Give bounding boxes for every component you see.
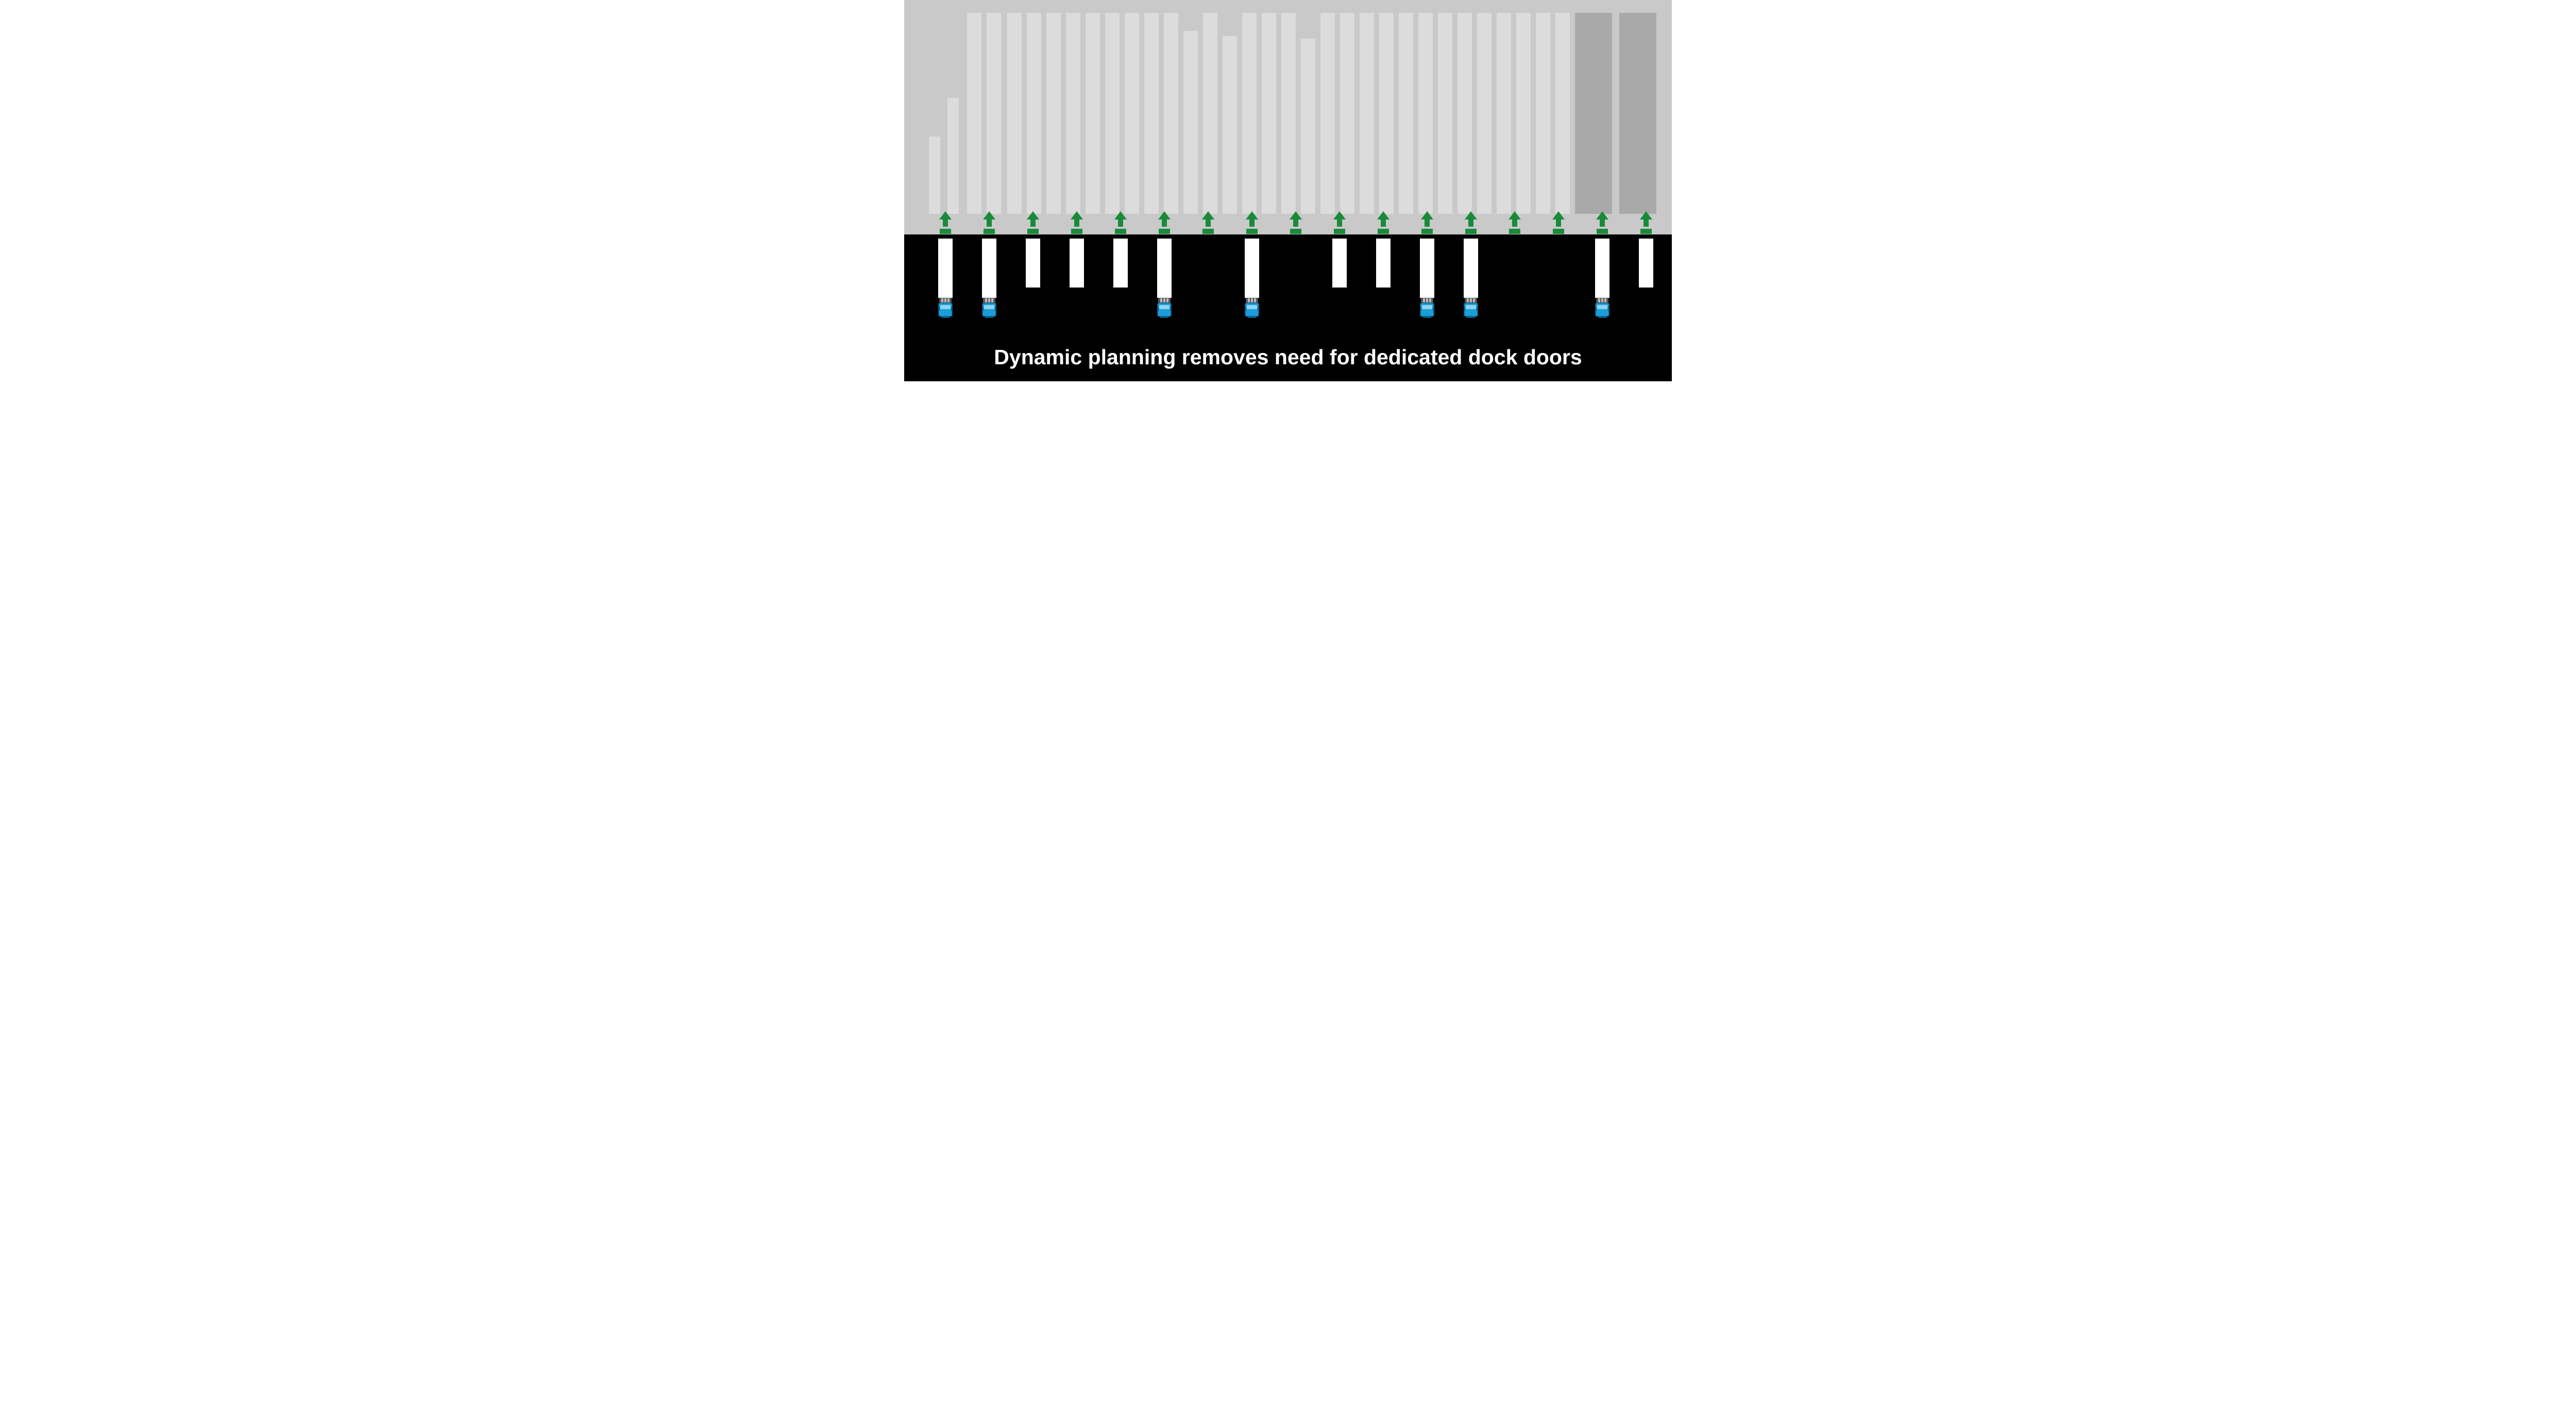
dock-door-arrow-icon bbox=[1417, 211, 1437, 234]
trailer bbox=[938, 239, 953, 298]
truck-cab-icon bbox=[1245, 298, 1259, 321]
trailer bbox=[1070, 239, 1084, 288]
trailer bbox=[1464, 239, 1478, 298]
caption-text: Dynamic planning removes need for dedica… bbox=[904, 345, 1672, 369]
truck-cab-icon bbox=[1157, 298, 1172, 321]
trucks bbox=[904, 234, 1672, 327]
dock-door-arrow-icon bbox=[979, 211, 999, 234]
dock-door-arrow-icon bbox=[1110, 211, 1131, 234]
dock-door-arrow-icon bbox=[1592, 211, 1613, 234]
yard-area: Dynamic planning removes need for dedica… bbox=[904, 234, 1672, 381]
dock-door-arrow-icon bbox=[1461, 211, 1481, 234]
trailer bbox=[1245, 239, 1259, 298]
dock-door-arrow-icon bbox=[1242, 211, 1262, 234]
truck-cab-icon bbox=[938, 298, 953, 321]
dock-door-arrow-icon bbox=[1504, 211, 1525, 234]
dock-door-arrow-icon bbox=[935, 211, 956, 234]
trailer bbox=[1332, 239, 1347, 288]
diagram-frame: Dynamic planning removes need for dedica… bbox=[904, 0, 1672, 381]
dock-door-arrow-icon bbox=[1198, 211, 1218, 234]
trailer bbox=[1113, 239, 1128, 288]
dock-door-arrow-icon bbox=[1066, 211, 1087, 234]
dock-door-arrow-icon bbox=[1373, 211, 1394, 234]
dock-door-arrow-icon bbox=[1548, 211, 1569, 234]
truck-cab-icon bbox=[1595, 298, 1609, 321]
trailer bbox=[1595, 239, 1609, 298]
trailer bbox=[1420, 239, 1434, 298]
dock-door-arrow-icon bbox=[1285, 211, 1306, 234]
dock-door-arrow-icon bbox=[1023, 211, 1043, 234]
dock-door-arrows bbox=[904, 0, 1672, 234]
warehouse-area bbox=[904, 0, 1672, 234]
dock-door-arrow-icon bbox=[1154, 211, 1175, 234]
trailer bbox=[1376, 239, 1391, 288]
truck-cab-icon bbox=[1420, 298, 1434, 321]
trailer bbox=[1157, 239, 1172, 298]
trailer bbox=[1639, 239, 1653, 288]
dock-door-arrow-icon bbox=[1329, 211, 1350, 234]
dock-door-arrow-icon bbox=[1636, 211, 1656, 234]
trailer bbox=[982, 239, 996, 298]
truck-cab-icon bbox=[1464, 298, 1478, 321]
trailer bbox=[1026, 239, 1040, 288]
truck-cab-icon bbox=[982, 298, 996, 321]
